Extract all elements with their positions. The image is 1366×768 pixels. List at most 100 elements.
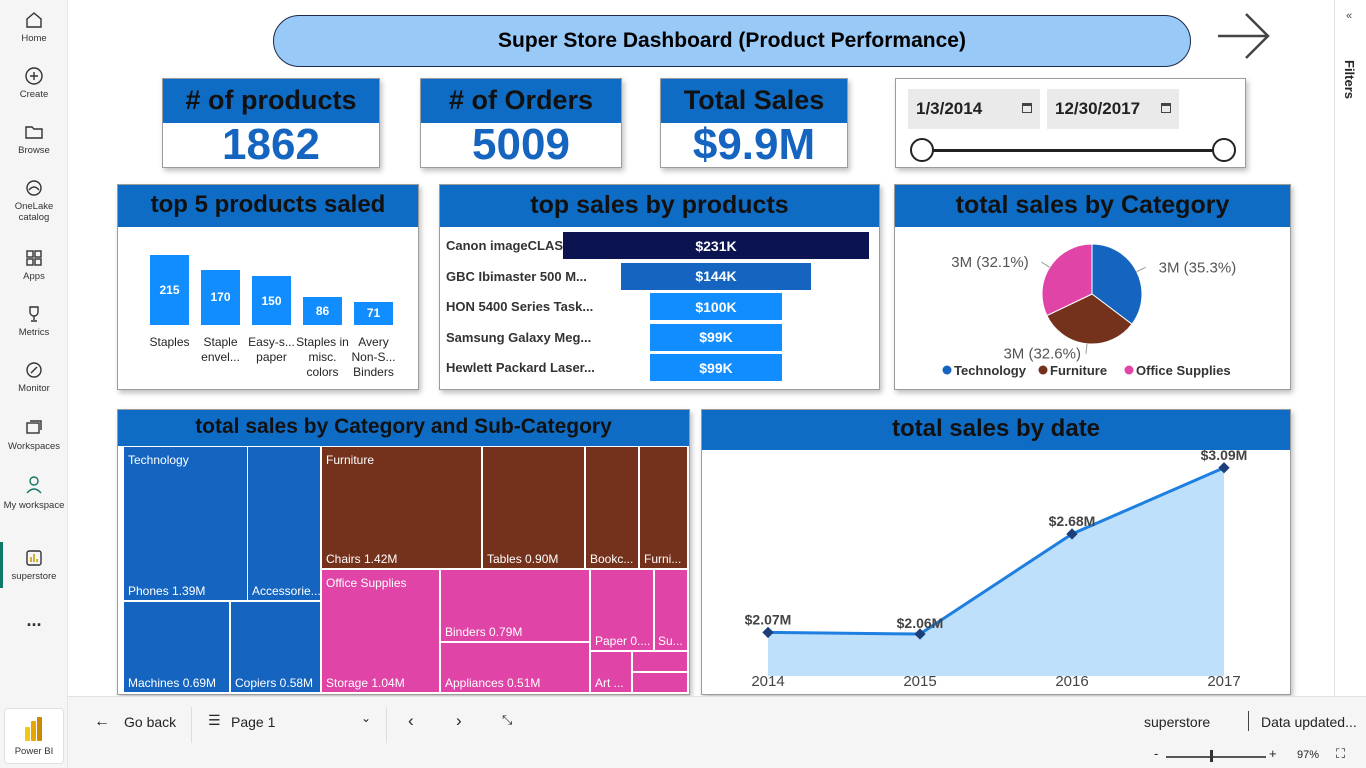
tm-appliances[interactable]: Appliances 0.51M xyxy=(440,642,590,693)
sales-data-label: $2.06M xyxy=(897,615,944,631)
end-date-value: 12/30/2017 xyxy=(1055,99,1141,118)
go-back-button[interactable]: Go back xyxy=(124,714,177,730)
nav-monitor[interactable]: Monitor xyxy=(0,360,68,394)
top-sales-product-label: Hewlett Packard Laser... xyxy=(446,360,595,375)
sales-point[interactable] xyxy=(1218,462,1230,474)
report-name: superstore xyxy=(1144,714,1211,730)
nav-create[interactable]: Create xyxy=(0,66,68,100)
tm-tables[interactable]: Tables 0.90M xyxy=(482,446,585,569)
legend-dot xyxy=(1038,365,1048,375)
data-updated-label[interactable]: Data updated... xyxy=(1261,714,1357,730)
pie-slice[interactable] xyxy=(1091,243,1143,325)
calendar-icon[interactable] xyxy=(1161,103,1171,113)
nav-onelake[interactable]: OneLake catalog xyxy=(0,178,68,223)
tm-bookcases[interactable]: Bookc... xyxy=(585,446,639,569)
tm-phones-label: Phones 1.39M xyxy=(128,584,206,598)
tm-fasteners[interactable] xyxy=(632,672,688,693)
category-title: total sales by Category xyxy=(895,185,1290,227)
end-date-input[interactable]: 12/30/2017 xyxy=(1047,89,1179,129)
tm-binders[interactable]: Binders 0.79M xyxy=(440,569,590,642)
arrow-right-icon[interactable] xyxy=(1216,8,1274,64)
date-range-track[interactable] xyxy=(922,149,1222,152)
top5-bar[interactable] xyxy=(303,297,342,325)
plus-circle-icon xyxy=(25,67,43,85)
nav-monitor-label: Monitor xyxy=(18,383,50,394)
filters-pane[interactable]: « Filters xyxy=(1334,0,1366,696)
prev-page-icon[interactable]: ‹ xyxy=(408,711,414,730)
tm-supplies[interactable]: Su... xyxy=(654,569,688,651)
sales-point[interactable] xyxy=(914,628,926,640)
back-arrow-icon[interactable]: ← xyxy=(94,713,110,730)
top-sales-bar[interactable]: $144K xyxy=(620,262,812,290)
nav-home[interactable]: Home xyxy=(0,10,68,44)
zoom-out-icon[interactable]: - xyxy=(1154,746,1159,761)
top-sales-bar[interactable]: $99K xyxy=(650,323,782,351)
tm-storage[interactable]: Office Supplies Storage 1.04M xyxy=(321,569,440,693)
category-pie-visual: total sales by Category 3M (35.3%) 3M (32… xyxy=(894,184,1291,390)
tm-copiers-label: Copiers 0.58M xyxy=(235,676,314,690)
tm-phones[interactable]: Technology Phones 1.39M xyxy=(123,446,248,601)
top-sales-bar[interactable]: $231K xyxy=(563,232,869,259)
legend-label[interactable]: Technology xyxy=(954,363,1027,378)
chevron-down-icon[interactable]: ⌄ xyxy=(361,711,372,725)
collapse-chevron-icon[interactable]: « xyxy=(1346,10,1353,22)
tm-technology-label: Technology xyxy=(128,453,189,467)
sales-line xyxy=(767,466,1225,636)
end-date-handle[interactable] xyxy=(1212,138,1236,162)
kpi-orders-card: # of Orders 5009 xyxy=(420,78,622,168)
nav-more-button[interactable]: ... xyxy=(26,610,42,630)
top5-category-label: Easy-s... paper xyxy=(248,335,295,364)
zoom-slider[interactable] xyxy=(1166,756,1266,758)
calendar-icon[interactable] xyxy=(1022,103,1032,113)
nav-browse[interactable]: Browse xyxy=(0,122,68,156)
filters-label[interactable]: Filters xyxy=(1342,60,1357,100)
start-date-handle[interactable] xyxy=(910,138,934,162)
tm-envelopes[interactable] xyxy=(632,651,688,672)
zoom-in-icon[interactable]: + xyxy=(1269,746,1277,761)
legend-label[interactable]: Furniture xyxy=(1050,363,1107,378)
top-sales-bar[interactable]: $99K xyxy=(650,354,782,381)
monitor-icon xyxy=(26,362,42,378)
tm-paper[interactable]: Paper 0.... xyxy=(590,569,654,651)
tm-accessories[interactable]: Accessorie... xyxy=(247,446,321,601)
tm-supplies-label: Su... xyxy=(658,634,683,648)
sales-area xyxy=(768,467,1224,676)
start-date-input[interactable]: 1/3/2014 xyxy=(908,89,1040,129)
kpi-products-label: # of products xyxy=(163,79,379,123)
top5-bar[interactable] xyxy=(201,269,240,325)
nav-workspaces[interactable]: Workspaces xyxy=(0,418,68,452)
kpi-sales-value: $9.9M xyxy=(692,120,816,169)
x-axis-tick-label: 2014 xyxy=(751,673,784,690)
tm-chairs[interactable]: Furniture Chairs 1.42M xyxy=(321,446,482,569)
next-page-icon[interactable]: › xyxy=(456,711,462,730)
top5-bar[interactable] xyxy=(354,301,393,325)
nav-apps[interactable]: Apps xyxy=(0,248,68,282)
tm-copiers[interactable]: Copiers 0.58M xyxy=(230,601,321,693)
fit-page-icon[interactable]: ⤡ xyxy=(502,712,513,727)
kpi-products-card: # of products 1862 xyxy=(162,78,380,168)
nav-my-workspace[interactable]: My workspace xyxy=(0,474,68,512)
top-sales-product-label: Samsung Galaxy Meg... xyxy=(446,329,592,345)
tm-art[interactable]: Art ... xyxy=(590,651,632,693)
tm-binders-label: Binders 0.79M xyxy=(445,625,523,639)
sales-point[interactable] xyxy=(1066,528,1078,540)
home-icon xyxy=(26,12,42,28)
powerbi-switcher[interactable]: Power BI xyxy=(4,708,64,764)
fullscreen-icon[interactable]: ⛶ xyxy=(1336,746,1346,761)
onelake-icon xyxy=(26,180,42,196)
kpi-products-value: 1862 xyxy=(222,120,320,169)
nav-my-workspace-label: My workspace xyxy=(3,500,65,511)
nav-metrics[interactable]: Metrics xyxy=(0,304,68,338)
legend-label[interactable]: Office Supplies xyxy=(1136,363,1231,378)
page-selector[interactable]: Page 1 xyxy=(231,714,276,730)
top5-bar[interactable] xyxy=(252,276,291,325)
top-sales-bar[interactable]: $100K xyxy=(649,293,783,320)
category-pie-chart: 3M (35.3%) 3M (32.6%) 3M (32.1%) Technology… xyxy=(942,243,1236,378)
tm-machines[interactable]: Machines 0.69M xyxy=(123,601,230,693)
nav-create-label: Create xyxy=(19,89,49,100)
zoom-handle[interactable] xyxy=(1210,750,1213,762)
top5-category-label: Staples in misc. colors xyxy=(296,335,349,379)
top5-bar[interactable] xyxy=(150,255,189,325)
nav-superstore[interactable]: superstore xyxy=(0,548,68,582)
tm-furnishings[interactable]: Furni... xyxy=(639,446,688,569)
